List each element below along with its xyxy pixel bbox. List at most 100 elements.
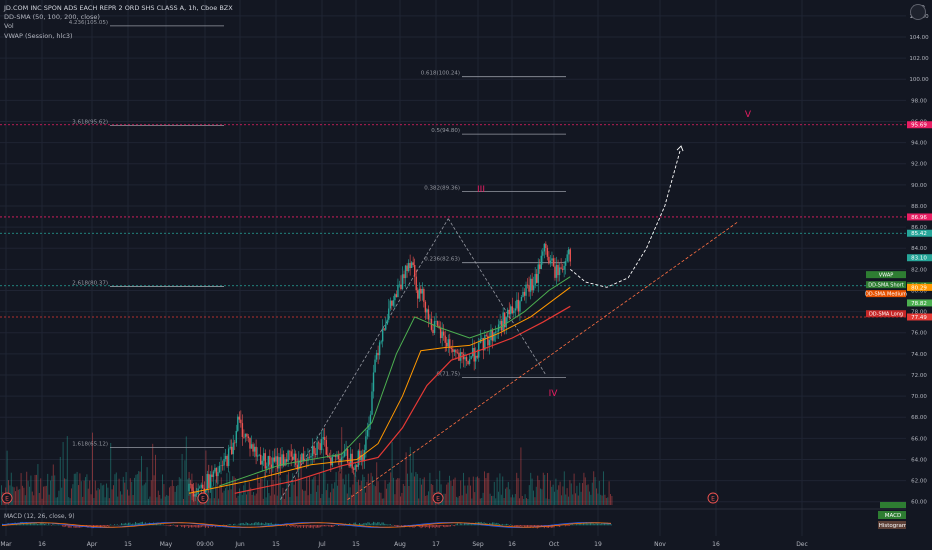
time-axis[interactable]: Mar 16 Apr 15 May 09:00 Jun 15 Jul 15 Aug 17 Sep 16 Oc…	[0, 536, 932, 550]
trend-line	[280, 218, 449, 500]
volume-bar	[425, 495, 427, 505]
volume-bar	[561, 495, 562, 505]
volume-bar	[365, 492, 366, 505]
macd-histogram-bar	[319, 525, 321, 528]
earnings-event-icon[interactable]	[1, 492, 13, 504]
volume-bar	[187, 479, 189, 505]
macd-histogram-bar	[571, 523, 573, 526]
candle-body	[282, 454, 285, 466]
candle-body	[508, 309, 510, 315]
candle-body	[276, 456, 279, 469]
volume-bar	[610, 494, 611, 505]
volume-bar	[318, 472, 320, 505]
macd-histogram-bar	[384, 523, 386, 526]
volume-bar	[603, 471, 604, 505]
volume-bar	[383, 498, 385, 505]
legend-vwap[interactable]: VWAP (Session, hlc3)	[4, 31, 73, 40]
price-tag-bg	[907, 213, 932, 221]
earnings-event-label[interactable]: E	[711, 496, 715, 503]
volume-bar	[572, 494, 574, 505]
macd-histogram-bar	[69, 525, 71, 528]
macd-histogram-bar	[16, 523, 17, 526]
macd-histogram-bar	[447, 525, 449, 527]
legend-vol[interactable]: Vol	[4, 22, 14, 31]
volume-bar	[269, 495, 271, 505]
macd-histogram-bar	[158, 524, 160, 526]
macd-histogram-bar	[461, 523, 463, 526]
candle-body	[273, 457, 276, 462]
volume-bar	[226, 473, 228, 505]
candle-body	[232, 442, 234, 455]
macd-histogram-bar	[41, 522, 43, 526]
macd-histogram-bar	[144, 522, 146, 526]
volume-bar	[174, 491, 176, 505]
volume-bar	[171, 480, 173, 505]
candle-body	[432, 329, 434, 334]
volume-bar	[244, 479, 246, 505]
macd-histogram-bar	[391, 525, 393, 526]
macd-histogram-bar	[207, 525, 209, 529]
candle-body	[473, 347, 475, 362]
volume-bar	[176, 486, 177, 505]
volume-bar	[500, 494, 502, 505]
volume-bar	[153, 475, 155, 505]
symbol-title[interactable]: JD.COM INC SPON ADS EACH REPR 2 ORD SHS …	[4, 4, 233, 12]
volume-bar	[404, 485, 406, 505]
macd-histogram-bar	[196, 525, 198, 528]
price-tick: 98.00	[911, 98, 927, 104]
macd-histogram-bar	[515, 525, 517, 527]
indicator-tag: VWAP	[879, 273, 894, 279]
volume-bar	[454, 477, 456, 505]
candle-body	[302, 453, 305, 461]
earnings-event-label[interactable]: E	[201, 496, 205, 503]
volume-bar	[237, 495, 239, 505]
candle-body	[392, 300, 395, 306]
volume-bar	[307, 495, 309, 505]
earnings-event-icon[interactable]	[432, 492, 444, 504]
macd-histogram-bar	[45, 523, 47, 526]
candle-body	[414, 265, 416, 277]
volume-bar	[233, 476, 235, 505]
macd-histogram-bar	[353, 522, 355, 526]
volume-bar	[68, 497, 70, 505]
volume-bar	[367, 473, 369, 505]
volume-bar	[520, 447, 522, 505]
macd-histogram-bar	[268, 523, 269, 526]
candle-body	[340, 457, 343, 463]
volume-bar	[220, 477, 222, 505]
earnings-event-label[interactable]: E	[5, 496, 9, 503]
volume-bar	[37, 464, 39, 505]
macd-histogram-bar	[101, 525, 103, 527]
volume-bar	[489, 493, 491, 505]
volume-bar	[160, 498, 162, 505]
macd-histogram-bar	[67, 525, 69, 528]
volume-bar	[300, 457, 302, 505]
legend-sma[interactable]: DD-SMA (50, 100, 200, close)	[4, 13, 100, 22]
avatar-icon[interactable]	[910, 4, 926, 20]
macd-histogram-bar	[360, 523, 362, 526]
macd-histogram-bar	[373, 521, 374, 526]
macd-histogram-bar	[32, 523, 34, 526]
price-tag: 85.42	[911, 231, 927, 237]
macd-histogram-bar	[594, 523, 596, 526]
macd-histogram-bar	[44, 523, 45, 526]
earnings-event-icon[interactable]	[707, 492, 719, 504]
volume-bar	[129, 478, 131, 505]
candle-body	[293, 453, 295, 460]
candle-body	[417, 290, 419, 299]
volume-bar	[155, 454, 156, 505]
macd-histogram-bar	[305, 525, 307, 529]
price-axis[interactable]: USD106.00104.00102.00100.0098.0096.0094.…	[865, 0, 932, 550]
macd-histogram-bar	[395, 525, 397, 527]
earnings-event-label[interactable]: E	[436, 496, 440, 503]
macd-histogram-bar	[174, 525, 176, 526]
macd-histogram-bar	[203, 525, 205, 527]
volume-bar	[169, 487, 170, 505]
candle-body	[311, 446, 314, 456]
macd-histogram-bar	[55, 524, 57, 526]
earnings-event-icon[interactable]	[197, 492, 209, 504]
candle-body	[231, 446, 233, 455]
macd-histogram-bar	[308, 525, 310, 528]
